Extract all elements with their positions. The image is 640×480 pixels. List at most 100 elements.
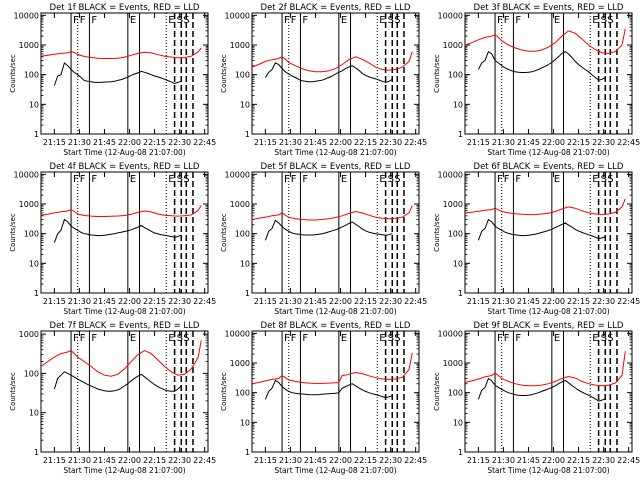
marker-letter: E bbox=[168, 174, 174, 185]
y-tick-label: 100 bbox=[448, 230, 463, 239]
marker-letter: F bbox=[284, 174, 290, 185]
y-tick-label: 1000 bbox=[443, 41, 463, 50]
x-tick-label: 21:45 bbox=[304, 297, 327, 306]
x-tick-label: 22:15 bbox=[567, 138, 590, 147]
x-tick-label: 22:00 bbox=[542, 138, 565, 147]
x-tick-label: 22:15 bbox=[143, 297, 166, 306]
events-series-line bbox=[264, 379, 393, 400]
y-axis-label: Counts/sec bbox=[220, 372, 228, 411]
x-tick-label: 21:15 bbox=[43, 138, 66, 147]
y-tick-label: 100 bbox=[235, 71, 250, 80]
x-tick-label: 21:30 bbox=[279, 297, 302, 306]
y-tick-label: 10000 bbox=[438, 170, 463, 179]
lld-series-line bbox=[40, 205, 202, 217]
marker-letter: F bbox=[504, 333, 510, 344]
y-tick-label: 10 bbox=[29, 259, 39, 268]
events-series-line bbox=[264, 219, 393, 241]
lld-series-line bbox=[251, 51, 413, 73]
marker-letter: F bbox=[497, 174, 503, 185]
x-axis-label: Start Time (12-Aug-08 21:07:00) bbox=[487, 307, 609, 316]
x-axis-label: Start Time (12-Aug-08 21:07:00) bbox=[63, 307, 185, 316]
marker-letter: S bbox=[183, 174, 189, 185]
x-tick-label: 21:30 bbox=[68, 456, 91, 465]
marker-letter: E bbox=[341, 15, 347, 26]
marker-letter: F bbox=[291, 333, 297, 344]
chart-title: Det 5f BLACK = Events, RED = LLD bbox=[261, 162, 411, 172]
chart-panel-3: Det 3f BLACK = Events, RED = LLD 1 10 100 10… bbox=[433, 3, 640, 157]
marker-letter: F bbox=[73, 333, 79, 344]
y-tick-label: 100 bbox=[235, 230, 250, 239]
y-axis-label: Counts/sec bbox=[9, 213, 17, 252]
x-tick-label: 22:45 bbox=[404, 456, 427, 465]
y-axis-label: Counts/sec bbox=[433, 213, 441, 252]
y-tick-label: 10000 bbox=[225, 329, 250, 338]
y-tick-label: 10 bbox=[453, 418, 463, 427]
marker-letter: F bbox=[302, 174, 308, 185]
y-tick-label: 100 bbox=[24, 230, 39, 239]
y-axis-label: Counts/sec bbox=[9, 54, 17, 93]
x-tick-label: 21:30 bbox=[68, 297, 91, 306]
marker-letter: S bbox=[394, 174, 400, 185]
x-tick-label: 22:30 bbox=[379, 456, 402, 465]
y-tick-label: 1000 bbox=[230, 41, 250, 50]
x-tick-label: 22:45 bbox=[617, 138, 640, 147]
y-tick-label: 1000 bbox=[230, 359, 250, 368]
x-tick-label: 22:45 bbox=[193, 456, 216, 465]
marker-letter: S bbox=[601, 15, 607, 26]
x-tick-label: 22:30 bbox=[592, 138, 615, 147]
marker-letter: S bbox=[607, 15, 613, 26]
chart-title: Det 3f BLACK = Events, RED = LLD bbox=[474, 3, 624, 13]
chart-panel-7: Det 7f BLACK = Events, RED = LLD 1 10 100 10… bbox=[9, 321, 216, 475]
x-tick-label: 21:30 bbox=[492, 456, 515, 465]
x-tick-label: 22:00 bbox=[118, 456, 141, 465]
marker-letter: E bbox=[130, 15, 136, 26]
chart-panel-6: Det 6f BLACK = Events, RED = LLD 1 10 100 10… bbox=[433, 162, 640, 316]
marker-letter: F bbox=[504, 15, 510, 26]
marker-letter: F bbox=[80, 15, 86, 26]
marker-letter: F bbox=[504, 174, 510, 185]
x-tick-label: 21:15 bbox=[254, 456, 277, 465]
marker-letter: F bbox=[515, 174, 521, 185]
y-tick-label: 1000 bbox=[230, 200, 250, 209]
chart-panel-5: Det 5f BLACK = Events, RED = LLD 1 10 100 10… bbox=[220, 162, 427, 316]
x-tick-label: 22:00 bbox=[329, 297, 352, 306]
x-tick-label: 21:15 bbox=[467, 456, 490, 465]
marker-letter: S bbox=[177, 333, 183, 344]
marker-letter: F bbox=[302, 15, 308, 26]
marker-letter: F bbox=[302, 333, 308, 344]
y-tick-label: 10 bbox=[29, 100, 39, 109]
plot-frame bbox=[251, 330, 420, 453]
x-tick-label: 21:45 bbox=[93, 456, 116, 465]
x-tick-label: 22:00 bbox=[542, 297, 565, 306]
y-tick-label: 10000 bbox=[14, 170, 39, 179]
x-tick-label: 21:30 bbox=[279, 456, 302, 465]
chart-title: Det 1f BLACK = Events, RED = LLD bbox=[50, 3, 200, 13]
marker-letter: S bbox=[388, 333, 394, 344]
events-series-line bbox=[264, 62, 393, 83]
y-axis-label: Counts/sec bbox=[9, 372, 17, 411]
x-tick-label: 22:30 bbox=[168, 456, 191, 465]
marker-letter: F bbox=[73, 174, 79, 185]
x-tick-label: 22:45 bbox=[617, 297, 640, 306]
chart-title: Det 7f BLACK = Events, RED = LLD bbox=[50, 321, 200, 331]
marker-letter: E bbox=[341, 333, 347, 344]
x-axis-label: Start Time (12-Aug-08 21:07:00) bbox=[487, 148, 609, 157]
chart-panel-9: Det 9f BLACK = Events, RED = LLD 1 10 100 10… bbox=[433, 321, 640, 475]
y-tick-label: 1 bbox=[458, 289, 463, 298]
y-tick-label: 10 bbox=[453, 259, 463, 268]
x-tick-label: 21:15 bbox=[254, 297, 277, 306]
marker-letter: E bbox=[168, 15, 174, 26]
x-tick-label: 21:15 bbox=[467, 138, 490, 147]
x-axis-label: Start Time (12-Aug-08 21:07:00) bbox=[274, 148, 396, 157]
marker-letter: S bbox=[601, 333, 607, 344]
y-tick-label: 1000 bbox=[19, 41, 39, 50]
marker-letter: E bbox=[554, 333, 560, 344]
x-axis-label: Start Time (12-Aug-08 21:07:00) bbox=[487, 466, 609, 475]
x-tick-label: 22:15 bbox=[354, 297, 377, 306]
y-tick-label: 1 bbox=[458, 130, 463, 139]
x-axis-label: Start Time (12-Aug-08 21:07:00) bbox=[63, 148, 185, 157]
chart-panel-8: Det 8f BLACK = Events, RED = LLD 1 10 100 10… bbox=[220, 321, 427, 475]
marker-letter: F bbox=[291, 174, 297, 185]
marker-letter: S bbox=[183, 15, 189, 26]
y-axis-label: Counts/sec bbox=[433, 372, 441, 411]
